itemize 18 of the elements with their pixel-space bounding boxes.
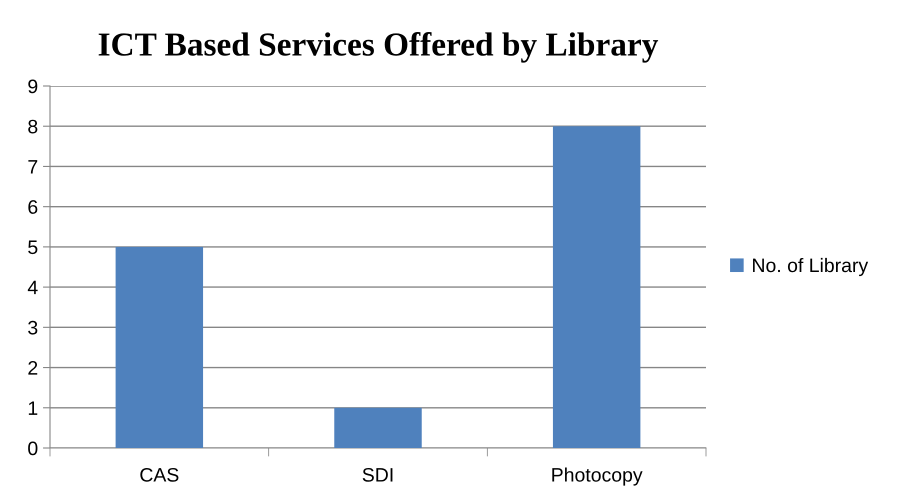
- x-tick-label: CAS: [140, 468, 178, 482]
- legend-label: No. of Library: [753, 258, 868, 276]
- bar: [116, 246, 204, 448]
- y-tick-label: 2: [28, 361, 38, 375]
- x-tick-label: SDI: [362, 468, 392, 482]
- chart-title: ICT Based Services Offered by Library: [98, 32, 658, 63]
- y-tick-label: 1: [28, 401, 38, 415]
- y-tick-label: 8: [28, 120, 38, 134]
- y-tick-label: 5: [28, 240, 38, 254]
- y-tick-label: 4: [28, 280, 38, 294]
- y-tick-label: 6: [28, 200, 38, 214]
- y-tick-label: 7: [28, 160, 38, 174]
- x-tick-label: Photocopy: [552, 467, 643, 486]
- y-tick-label: 0: [28, 441, 38, 456]
- bar: [334, 408, 422, 448]
- y-tick-label: 3: [28, 320, 38, 335]
- bar: [552, 126, 640, 448]
- y-tick-label: 9: [28, 79, 38, 94]
